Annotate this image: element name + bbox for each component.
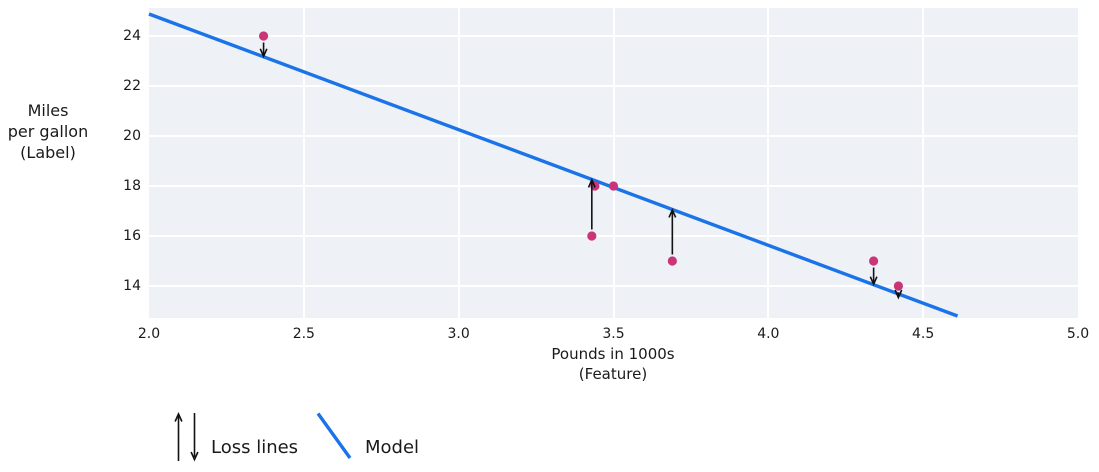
legend-label-model: Model [365, 437, 420, 458]
gridline-horizontal [149, 35, 1078, 37]
y-tick-label: 22 [123, 78, 141, 94]
y-tick-label: 20 [123, 128, 141, 144]
x-tick-label: 3.0 [447, 326, 470, 342]
gridline-horizontal [149, 235, 1078, 237]
gridline-vertical [612, 8, 615, 318]
x-axis-label: Pounds in 1000s (Feature) [463, 344, 763, 384]
y-axis-label-line: per gallon [7, 122, 89, 141]
gridline-horizontal [149, 185, 1078, 187]
y-axis-label-line: (Label) [20, 143, 76, 162]
y-axis-label-line: Miles [27, 101, 69, 120]
gridline-vertical [457, 8, 460, 318]
y-tick-label: 14 [123, 278, 141, 294]
x-tick-label: 5.0 [1066, 326, 1090, 342]
gridline-vertical [767, 8, 770, 318]
y-tick-label: 18 [123, 178, 141, 194]
x-tick-label: 2.0 [137, 326, 161, 342]
x-tick-label: 4.0 [757, 326, 780, 342]
gridline-vertical [302, 8, 305, 318]
x-tick-label: 3.5 [602, 326, 625, 342]
x-axis-label-line: Pounds in 1000s [551, 345, 675, 363]
gridline-horizontal [149, 135, 1078, 137]
legend-label-loss-lines: Loss lines [211, 437, 299, 458]
x-tick-label: 2.5 [292, 326, 315, 342]
legend-down-arrowhead-icon [190, 451, 199, 462]
gridline-vertical [922, 8, 925, 318]
y-axis-label: Miles per gallon (Label) [0, 100, 96, 163]
gridline-horizontal [149, 285, 1078, 287]
y-tick-label: 24 [123, 28, 141, 44]
plot-area [149, 8, 1078, 318]
y-tick-label: 16 [123, 228, 141, 244]
gridline-horizontal [149, 85, 1078, 87]
x-tick-label: 4.5 [912, 326, 935, 342]
legend-model-line-icon [316, 412, 352, 459]
legend-up-arrowhead-icon [174, 412, 183, 422]
x-axis-label-line: (Feature) [578, 365, 648, 383]
